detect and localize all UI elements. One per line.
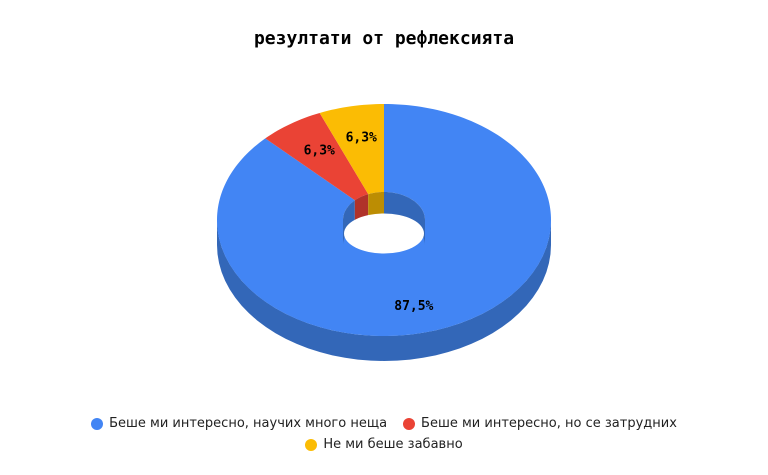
legend-item-1[interactable]: Беше ми интересно, но се затрудних — [403, 416, 677, 431]
legend: Беше ми интересно, научих много неща Беш… — [0, 413, 768, 455]
slice-label-1: 6,3% — [304, 144, 335, 159]
slice-2[interactable] — [319, 104, 384, 195]
slice-label-2: 6,3% — [346, 131, 377, 146]
slice-0[interactable] — [217, 104, 551, 336]
slice-side-0 — [217, 220, 551, 361]
legend-row-1: Беше ми интересно, научих много неща Беш… — [0, 413, 768, 434]
legend-item-0[interactable]: Беше ми интересно, научих много неща — [91, 416, 387, 431]
legend-label-0: Беше ми интересно, научих много неща — [109, 416, 388, 431]
donut-hole — [344, 213, 424, 254]
legend-marker-0 — [91, 417, 104, 430]
chart-title: резултати от рефлексията — [253, 28, 515, 49]
legend-marker-2 — [305, 438, 318, 451]
legend-row-2: Не ми беше забавно — [0, 434, 768, 455]
legend-label-2: Не ми беше забавно — [323, 437, 463, 452]
legend-label-1: Беше ми интересно, но се затрудних — [421, 416, 677, 431]
slice-label-0: 87,5% — [394, 299, 433, 314]
slice-1[interactable] — [265, 112, 369, 201]
hole-wall-2-1 — [368, 192, 384, 220]
legend-item-2[interactable]: Не ми беше забавно — [305, 437, 463, 452]
legend-marker-1 — [403, 417, 416, 430]
